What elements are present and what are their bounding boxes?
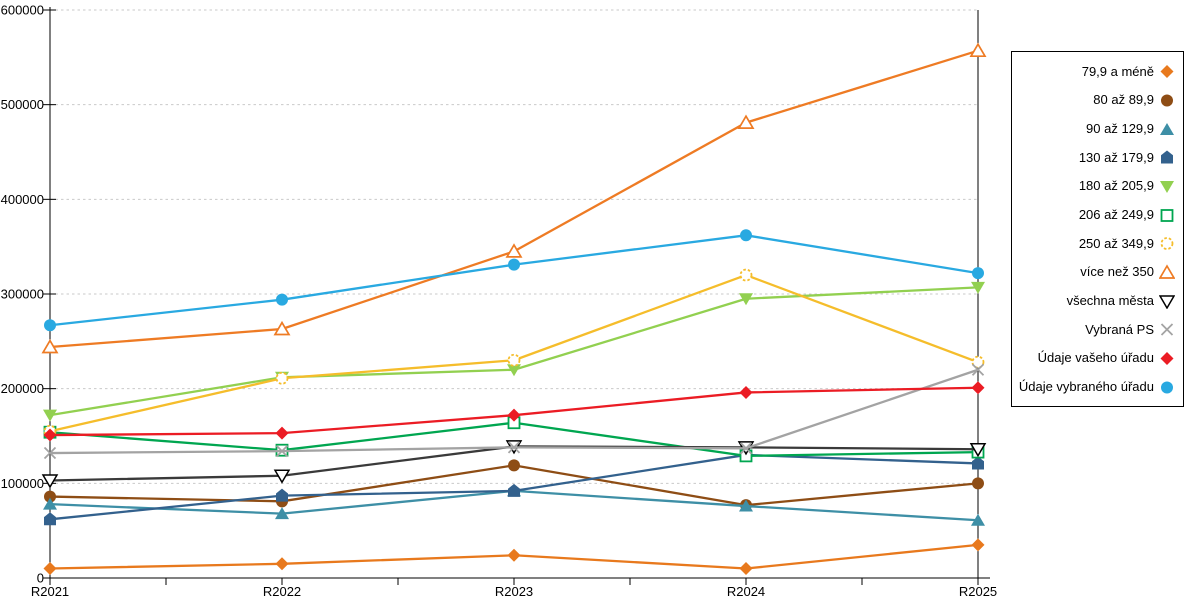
y-axis-tick-label: 600000: [1, 3, 44, 18]
series-daje-va-eho-adu: [43, 381, 985, 442]
legend-label: Údaje vybraného úřadu: [1018, 379, 1154, 395]
series-daje-vybran-ho-adu: [44, 229, 984, 332]
triangle-open-legend-marker-icon: [1159, 264, 1175, 279]
x-axis-tick-label: R2022: [263, 584, 301, 599]
y-axis-tick-label: 100000: [1, 476, 44, 491]
legend-label: 80 až 89,9: [1093, 92, 1154, 108]
line-chart-plot: 0 100000 200000 300000 400000 500000 600000 R20…: [1, 3, 998, 600]
legend-label: Vybraná PS: [1085, 321, 1154, 337]
legend-label: 79,9 a méně: [1081, 63, 1154, 79]
y-axis-tick-label: 500000: [1, 97, 44, 112]
x-axis-tick-label: R2024: [727, 584, 765, 599]
legend-item: 90 až 129,9: [1086, 121, 1175, 137]
y-axis-tick-label: 200000: [1, 381, 44, 396]
circle-legend-marker-icon: [1161, 381, 1173, 394]
gridlines: [50, 9, 978, 484]
legend-label: všechna města: [1066, 293, 1154, 309]
triangle-up-legend-marker-icon: [1160, 122, 1174, 135]
legend-item: 79,9 a méně: [1082, 63, 1175, 79]
series-250-a-349-9: [43, 268, 985, 438]
triangle-down-open-legend-marker-icon: [1159, 294, 1175, 309]
legend-item: všechna města: [1067, 293, 1175, 309]
legend-item: 80 až 89,9: [1093, 92, 1175, 108]
legend-item: 206 až 249,9: [1079, 207, 1175, 223]
legend-item: Vybraná PS: [1085, 321, 1175, 337]
y-axis-tick-label: 0: [37, 571, 44, 586]
legend-item: více než 350: [1080, 264, 1175, 280]
x-axis-tick-label: R2021: [31, 584, 69, 599]
legend-item: 130 až 179,9: [1079, 149, 1175, 165]
x-axis-tick-label: R2023: [495, 584, 533, 599]
diamond-legend-marker-icon: [1160, 351, 1174, 365]
legend-item: 250 až 349,9: [1079, 235, 1175, 251]
axes: 0 100000 200000 300000 400000 500000 600000 R20…: [1, 3, 998, 600]
legend-label: 180 až 205,9: [1078, 178, 1154, 194]
series-79-9-a-m-n: [43, 538, 985, 576]
legend-label: 130 až 179,9: [1078, 149, 1154, 165]
square-open-legend-marker-icon: [1160, 208, 1174, 222]
x-axis-tick-label: R2025: [959, 584, 997, 599]
legend-label: Údaje vašeho úřadu: [1037, 350, 1154, 366]
series-v-ce-ne-350: [41, 42, 987, 354]
x-legend-marker-icon: [1160, 323, 1174, 336]
legend-label: 206 až 249,9: [1078, 207, 1154, 223]
diamond-legend-marker-icon: [1160, 65, 1174, 79]
legend: 79,9 a méně 80 až 89,9 90 až 129,9 130 až 1…: [1011, 51, 1184, 407]
pentagon-legend-marker-icon: [1161, 150, 1173, 164]
circle-legend-marker-icon: [1161, 94, 1173, 107]
legend-item: Údaje vašeho úřadu: [1038, 350, 1175, 366]
circle-open-dashed-legend-marker-icon: [1160, 237, 1174, 251]
legend-label: 90 až 129,9: [1086, 121, 1154, 137]
series-vybran-ps: [43, 363, 985, 460]
triangle-down-legend-marker-icon: [1160, 180, 1174, 193]
series-206-a-249-9: [43, 416, 985, 463]
legend-item: 180 až 205,9: [1079, 178, 1175, 194]
legend-label: více než 350: [1080, 264, 1154, 280]
y-axis-tick-label: 400000: [1, 192, 44, 207]
y-axis-tick-label: 300000: [1, 287, 44, 302]
legend-label: 250 až 349,9: [1078, 235, 1154, 251]
legend-item: Údaje vybraného úřadu: [1019, 379, 1175, 395]
